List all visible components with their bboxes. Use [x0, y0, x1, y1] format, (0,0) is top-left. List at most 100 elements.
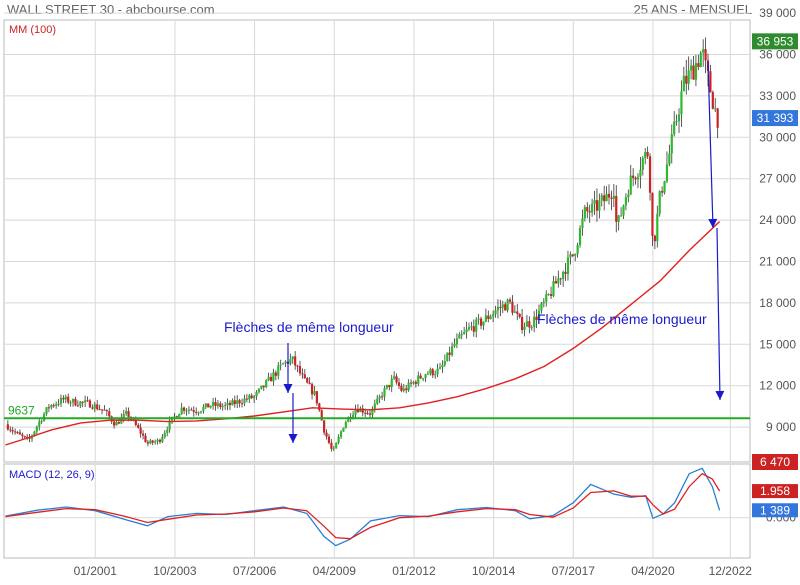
y-tick-label: 18 000	[759, 296, 796, 310]
candle-down	[76, 405, 79, 407]
candle-up	[55, 404, 58, 406]
y-tick-label: 33 000	[759, 89, 796, 103]
candle-down	[137, 424, 140, 428]
price-y-axis: 9 000 12 000 15 000 18 000 21 000 24 000 27 00…	[759, 6, 796, 434]
candle-down	[711, 92, 714, 109]
candle-up	[506, 299, 509, 311]
candle-down	[28, 437, 31, 439]
candle-up	[69, 402, 72, 404]
candle-up	[38, 421, 41, 427]
annotation-arrows	[283, 61, 725, 443]
candle-up	[161, 436, 164, 442]
candle-up	[166, 429, 169, 433]
candle-up	[243, 398, 246, 404]
macd-panel-frame	[3, 463, 751, 559]
candle-down	[98, 409, 101, 411]
candle-up	[50, 405, 53, 408]
candle-down	[518, 313, 521, 318]
arrow-head	[715, 390, 725, 400]
candle-down	[192, 410, 195, 412]
candle-up	[402, 388, 405, 391]
y-tick-label: 15 000	[759, 337, 796, 351]
high-price-badge-bg	[752, 33, 798, 50]
candle-up	[224, 405, 227, 407]
candle-up	[426, 373, 430, 375]
macd-last-badge-bg	[752, 503, 798, 518]
candle-down	[595, 200, 599, 211]
candle-down	[298, 366, 302, 374]
candle-up	[668, 153, 671, 165]
candle-up	[71, 398, 75, 403]
candle-up	[417, 375, 420, 384]
candle-down	[504, 304, 507, 311]
candle-down	[697, 63, 700, 67]
candle-up	[557, 278, 560, 284]
candle-up	[378, 396, 381, 399]
x-tick-label: 10/2014	[472, 564, 516, 578]
candle-up	[670, 134, 673, 154]
candle-up	[644, 151, 647, 159]
candle-up	[332, 448, 335, 450]
candle-up	[429, 369, 432, 374]
candle-up	[639, 169, 642, 177]
annotation-text-right: Flèches de même longueur	[537, 311, 707, 327]
y-tick-label: 36 000	[759, 47, 796, 61]
candle-down	[327, 436, 331, 443]
arrow-shaft	[716, 227, 721, 401]
candle-down	[190, 409, 193, 411]
candle-up	[552, 280, 555, 296]
candle-up	[335, 442, 338, 449]
candle-down	[151, 440, 154, 443]
candle-up	[115, 422, 118, 426]
candle-down	[709, 71, 712, 93]
chart-title: WALL STREET 30 - abcbourse.com	[7, 2, 215, 17]
x-tick-label: 12/2022	[709, 564, 753, 578]
candle-up	[313, 391, 316, 395]
chart-subtitle: 25 ANS - MENSUEL	[634, 2, 753, 17]
candle-up	[600, 195, 603, 201]
signal-last-badge: 1.958	[760, 484, 790, 498]
candle-up	[371, 408, 374, 415]
candle-down	[207, 403, 210, 408]
candle-down	[653, 235, 656, 242]
candle-down	[397, 382, 401, 387]
candle-up	[122, 413, 125, 418]
x-tick-label: 10/2003	[153, 564, 197, 578]
candle-up	[236, 400, 239, 405]
candle-up	[624, 197, 628, 206]
support-level-label: 9637	[8, 403, 35, 417]
candle-down	[52, 405, 55, 407]
candle-down	[615, 195, 618, 222]
candle-down	[323, 420, 326, 433]
candle-down	[559, 278, 562, 280]
candle-down	[175, 416, 178, 418]
candle-down	[472, 326, 475, 332]
candle-up	[598, 200, 601, 211]
candle-up	[443, 361, 446, 365]
candle-down	[320, 410, 323, 421]
candle-up	[463, 332, 466, 335]
signal-last-badge-bg	[752, 484, 798, 499]
candle-up	[221, 406, 224, 408]
y-tick-label: 21 000	[759, 254, 796, 268]
y-tick-label: 24 000	[759, 213, 796, 227]
candle-up	[277, 365, 280, 376]
candle-up	[673, 121, 676, 135]
candle-up	[482, 321, 485, 326]
candle-up	[412, 381, 415, 384]
candle-up	[253, 396, 256, 399]
candle-up	[438, 367, 442, 369]
candle-up	[591, 203, 594, 213]
candle-up	[453, 343, 456, 347]
candle-down	[81, 401, 84, 403]
high-price-badge: 36 953	[757, 34, 794, 48]
candle-down	[607, 193, 611, 198]
candle-up	[393, 376, 396, 379]
candle-up	[455, 338, 459, 344]
candle-up	[460, 334, 463, 336]
candle-up	[202, 406, 205, 412]
candle-down	[195, 411, 198, 413]
candle-up	[291, 356, 294, 360]
